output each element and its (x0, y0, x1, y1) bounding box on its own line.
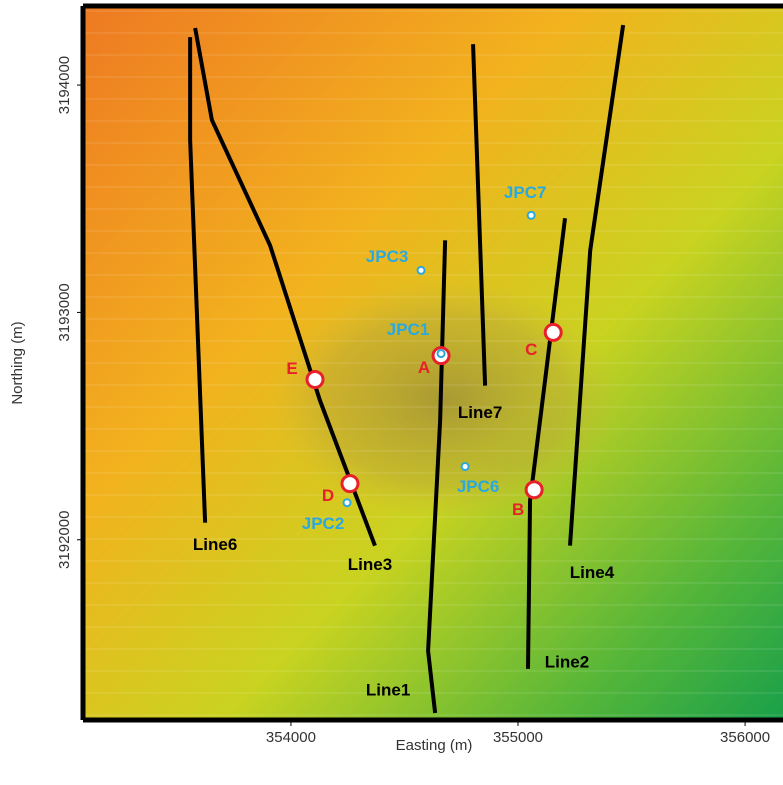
core-marker (416, 265, 426, 275)
survey-line (471, 44, 488, 386)
y-tick-label: 3194000 (56, 56, 73, 114)
core-label: JPC3 (366, 247, 409, 266)
core-label: JPC7 (504, 183, 547, 202)
site-label: A (418, 358, 430, 377)
site-marker (340, 474, 360, 494)
survey-line (526, 218, 568, 669)
line-label: Line1 (366, 680, 410, 699)
core-marker (342, 498, 352, 508)
survey-line (426, 240, 448, 714)
frame (80, 3, 783, 723)
core-marker (460, 462, 470, 472)
line-label: Line4 (570, 563, 615, 582)
line-label: Line3 (348, 555, 392, 574)
core-marker (526, 210, 536, 220)
basemap (85, 8, 783, 718)
site-label: E (286, 359, 297, 378)
line-label: Line2 (545, 652, 589, 671)
core-marker (436, 349, 446, 359)
x-tick-label: 355000 (493, 729, 543, 746)
core-label: JPC2 (302, 514, 345, 533)
site-marker (305, 369, 325, 389)
site-marker (543, 322, 563, 342)
site-label: B (512, 500, 524, 519)
site-label: D (322, 486, 334, 505)
survey-line (568, 24, 626, 546)
site-label: C (525, 340, 537, 359)
line-label: Line6 (193, 535, 237, 554)
y-tick-label: 3193000 (56, 283, 73, 341)
line-label: Line7 (458, 403, 502, 422)
y-tick-label: 3192000 (56, 511, 73, 569)
site-marker (524, 480, 544, 500)
x-tick-label: 354000 (266, 729, 316, 746)
x-tick-label: 356000 (720, 729, 770, 746)
x-axis-title: Easting (m) (396, 737, 473, 754)
core-label: JPC1 (387, 320, 430, 339)
survey-line (193, 27, 377, 547)
core-label: JPC6 (457, 477, 500, 496)
y-axis-title: Northing (m) (9, 321, 26, 404)
survey-line (188, 37, 208, 523)
